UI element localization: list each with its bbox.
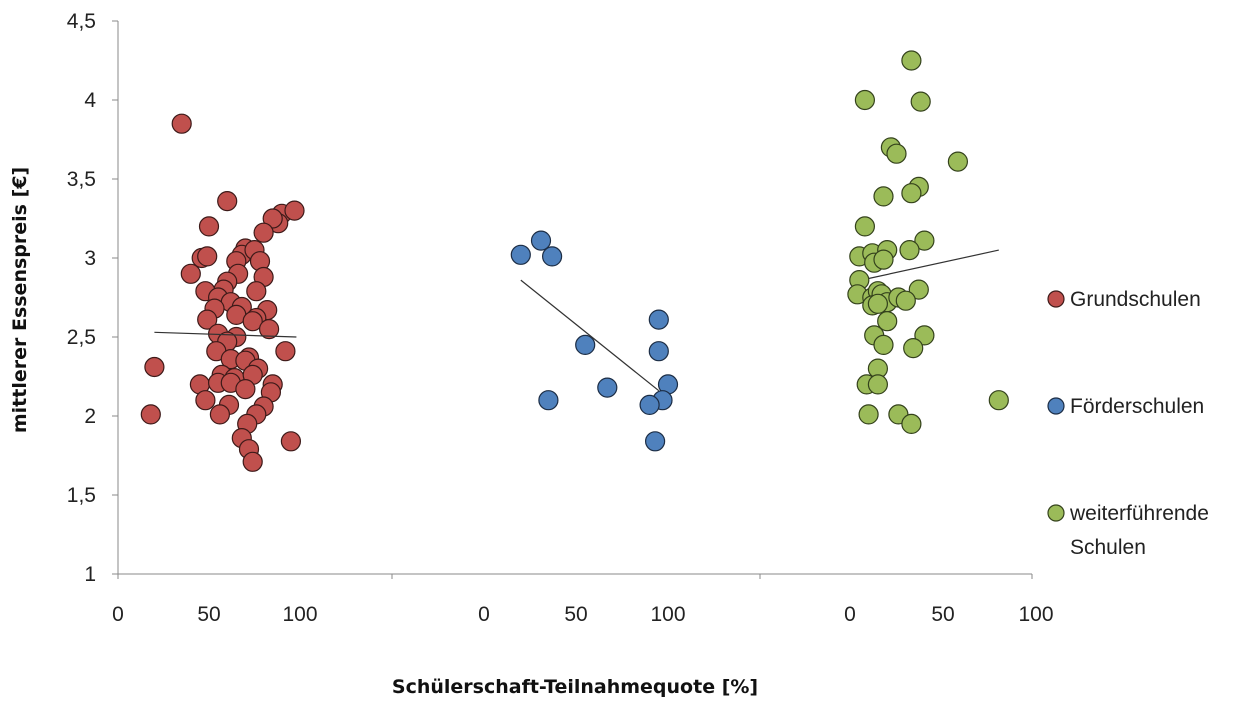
data-point xyxy=(895,290,916,311)
series-group xyxy=(847,50,1009,434)
data-point xyxy=(217,191,238,212)
data-point xyxy=(280,431,301,452)
y-tick-label: 4 xyxy=(84,89,96,112)
data-point xyxy=(854,89,876,111)
data-point xyxy=(510,244,531,265)
data-point xyxy=(180,263,201,284)
data-point xyxy=(171,113,192,134)
panels xyxy=(140,50,1009,472)
trendline xyxy=(154,331,297,338)
x-tick-label: 100 xyxy=(650,603,685,626)
data-point xyxy=(858,404,879,425)
data-point xyxy=(262,208,283,229)
data-point xyxy=(144,356,165,378)
data-point xyxy=(867,293,889,314)
data-point xyxy=(259,319,280,340)
data-point xyxy=(197,246,218,267)
data-point xyxy=(901,413,922,434)
data-point xyxy=(901,183,922,204)
data-point xyxy=(541,246,563,267)
data-point xyxy=(195,390,216,411)
data-point xyxy=(988,390,1009,411)
data-point xyxy=(873,334,894,355)
data-point xyxy=(644,431,666,452)
legend: Grundschulen Förderschulen weiterführende S… xyxy=(1047,288,1209,559)
data-point xyxy=(886,143,907,164)
data-point xyxy=(873,249,894,270)
data-point xyxy=(209,404,230,425)
legend-marker xyxy=(1047,397,1065,415)
legend-marker xyxy=(1047,504,1065,522)
data-point xyxy=(903,338,924,359)
x-tick-label: 0 xyxy=(478,603,490,626)
data-point xyxy=(253,222,274,243)
legend-label-line: Schulen xyxy=(1070,536,1146,559)
x-tick-label: 0 xyxy=(844,603,856,626)
trendline xyxy=(868,249,999,280)
legend-label: Förderschulen xyxy=(1070,395,1204,418)
trendline xyxy=(520,279,660,392)
y-tick-label: 2,5 xyxy=(67,326,96,349)
y-tick-label: 1 xyxy=(84,563,96,586)
data-point xyxy=(242,451,263,472)
x-axis-title: Schülerschaft-Teilnahmequote [%] xyxy=(392,676,758,698)
legend-marker xyxy=(1047,290,1065,308)
data-point xyxy=(197,309,218,330)
data-point xyxy=(867,374,889,395)
x-tick-label: 100 xyxy=(1018,603,1053,626)
legend-label-line: weiterführende xyxy=(1069,502,1209,525)
y-tick-label: 4,5 xyxy=(67,10,96,33)
data-point xyxy=(140,404,161,425)
y-tick-label: 2 xyxy=(84,405,96,428)
data-point xyxy=(284,200,305,221)
x-tick-label: 50 xyxy=(197,603,220,626)
y-tick-label: 3,5 xyxy=(67,168,96,191)
x-tick-label: 50 xyxy=(931,603,954,626)
data-point xyxy=(530,230,552,251)
data-point xyxy=(899,240,920,261)
data-point xyxy=(597,377,618,398)
x-tick-label: 0 xyxy=(112,603,124,626)
data-point xyxy=(901,50,922,71)
series-group xyxy=(140,113,305,472)
legend-label: Grundschulen xyxy=(1070,288,1201,311)
x-tick-label: 100 xyxy=(282,603,317,626)
data-point xyxy=(648,309,669,330)
data-point xyxy=(235,379,256,400)
data-point xyxy=(914,325,935,346)
y-tick-label: 3 xyxy=(84,247,96,270)
data-point xyxy=(198,216,220,237)
y-axis-title: mittlerer Essenspreis [€] xyxy=(9,167,31,433)
data-point xyxy=(908,279,929,300)
series-group xyxy=(510,230,679,452)
data-point xyxy=(910,91,931,112)
axes: 1 1,5 2 2,5 3 3,5 4 4,5 0 50 100 0 50 100 0 50 100 xyxy=(67,10,1054,626)
data-point xyxy=(575,334,596,355)
data-point xyxy=(914,230,935,251)
x-tick-label: 50 xyxy=(564,603,587,626)
legend-label: weiterführende Schulen xyxy=(1069,502,1209,559)
data-point xyxy=(873,186,894,207)
data-point xyxy=(854,216,876,237)
data-point xyxy=(538,390,559,411)
data-point xyxy=(275,341,296,362)
data-point xyxy=(877,311,898,332)
data-point xyxy=(648,341,669,362)
data-point xyxy=(947,151,969,172)
data-point xyxy=(639,394,660,415)
y-tick-label: 1,5 xyxy=(67,484,96,507)
data-point xyxy=(242,311,263,332)
data-point xyxy=(246,281,267,302)
